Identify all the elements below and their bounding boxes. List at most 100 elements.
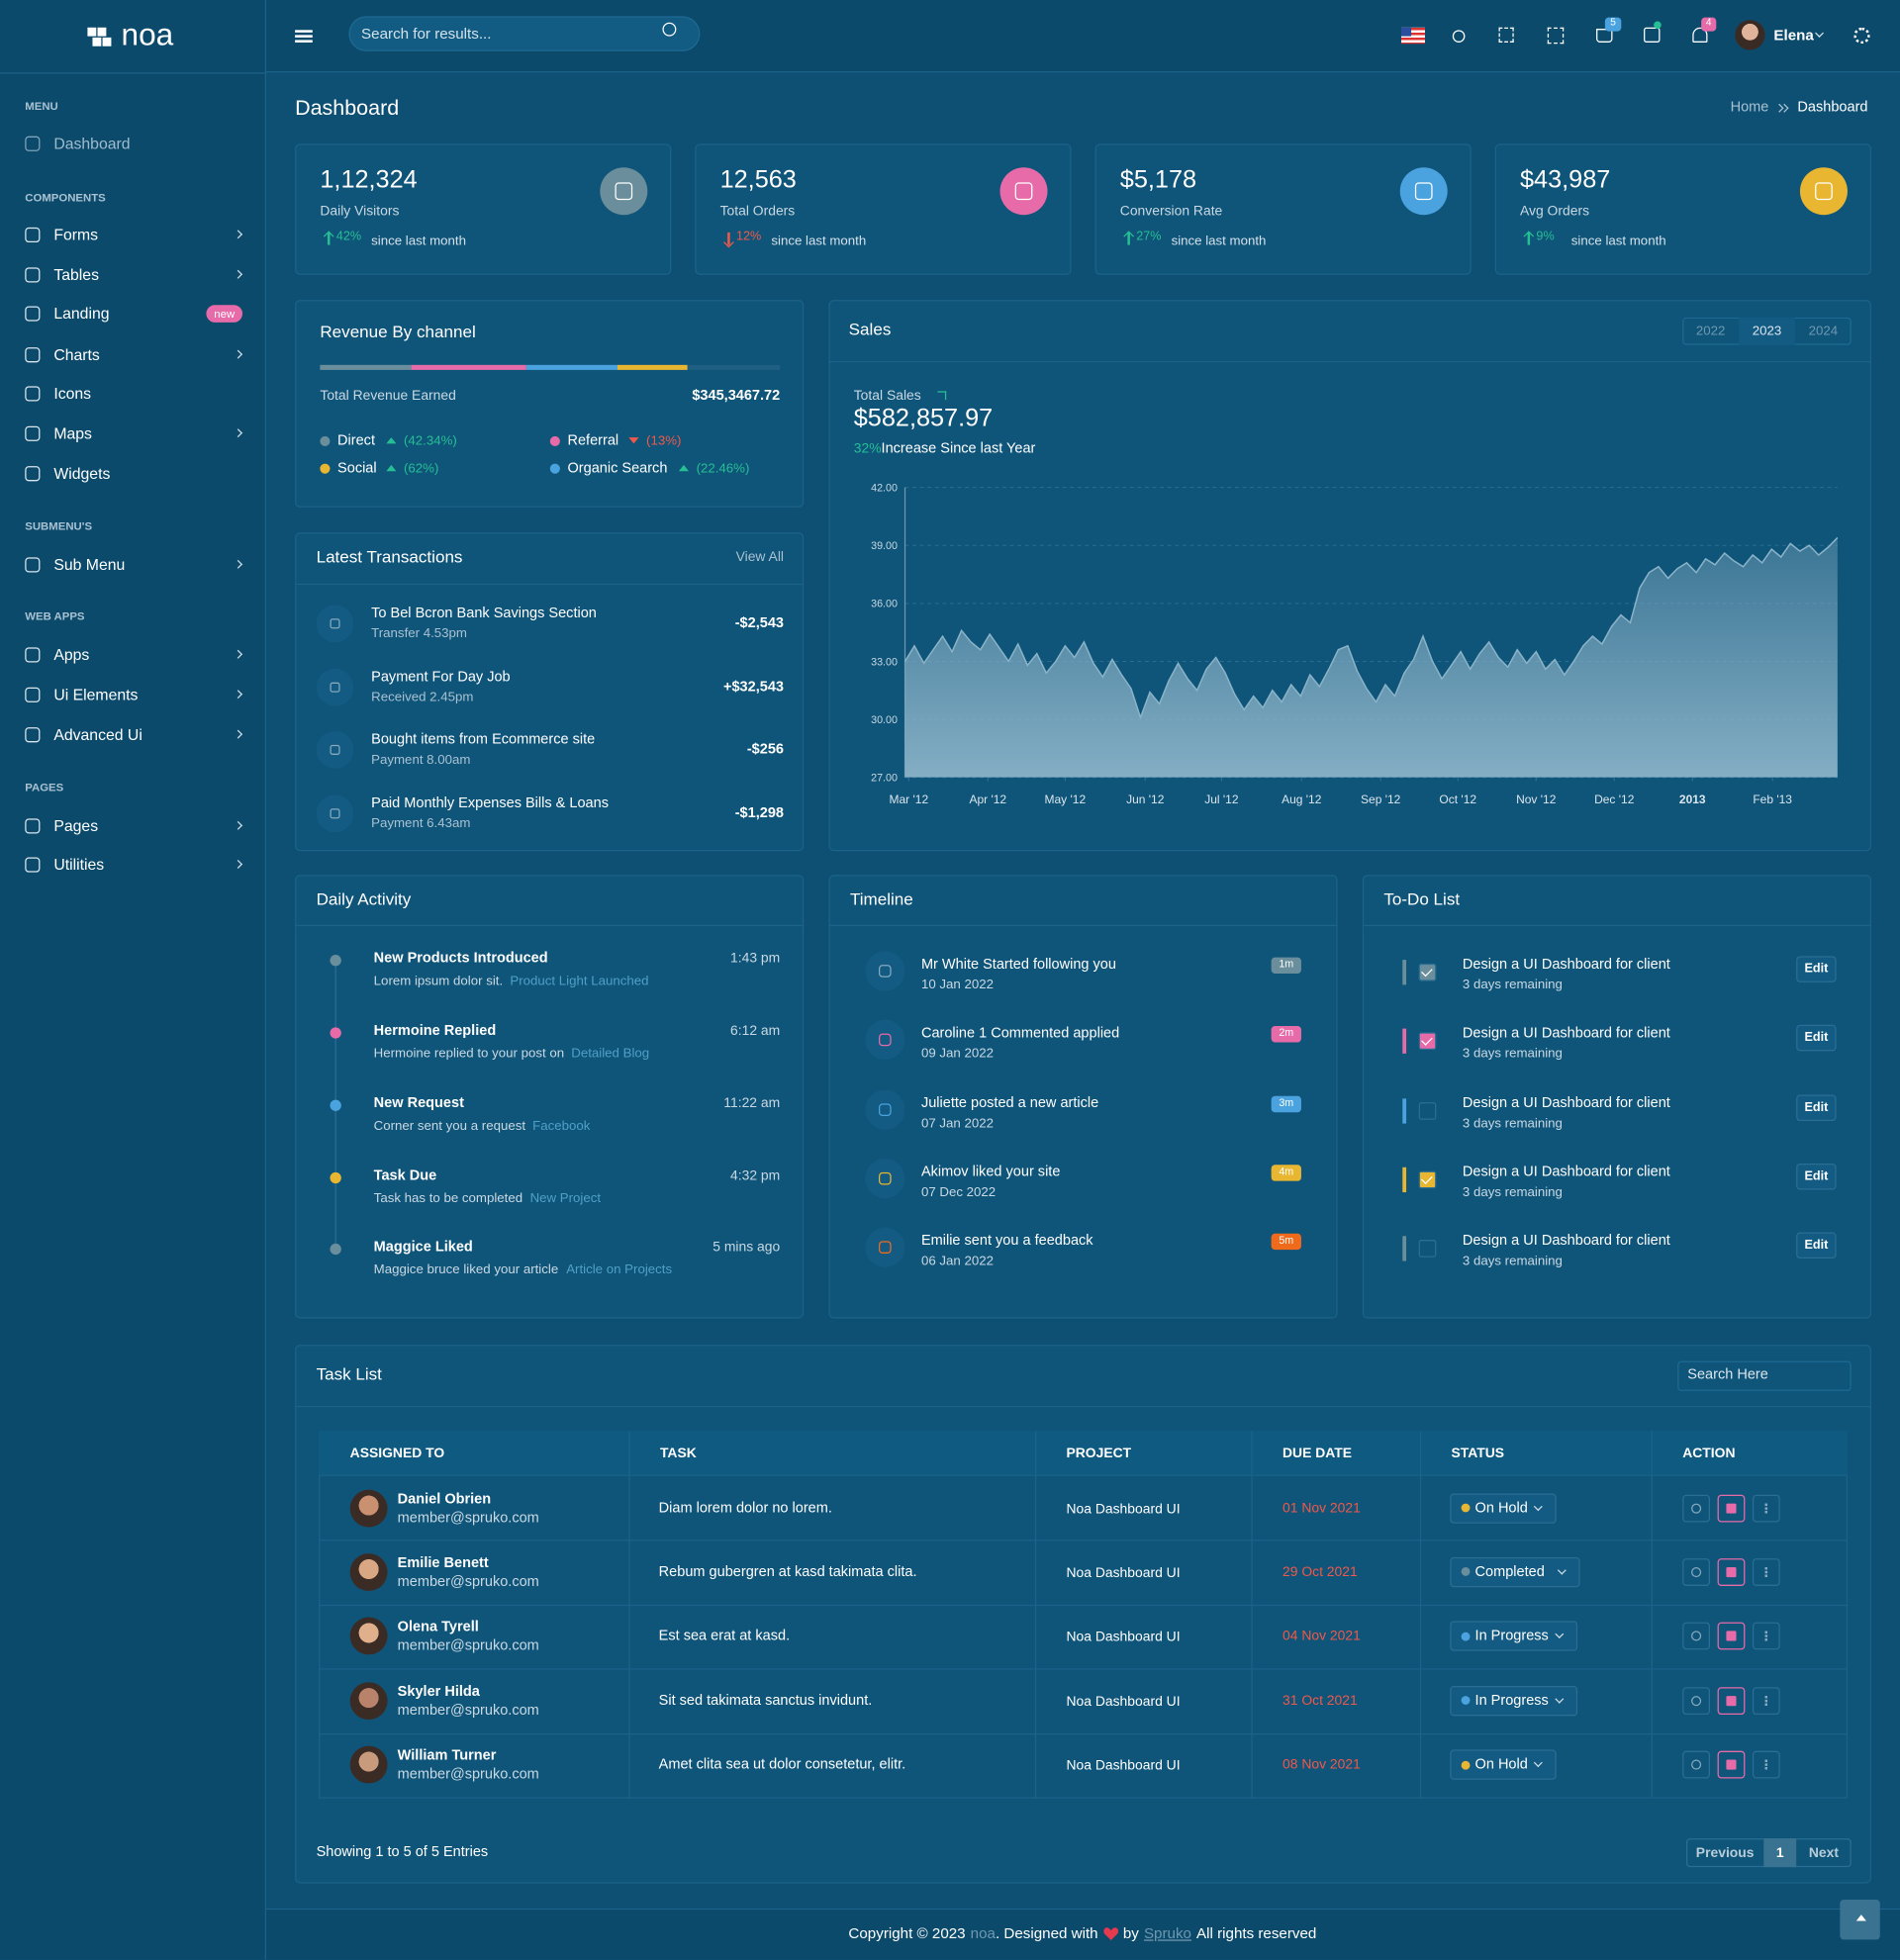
action-button[interactable]	[1682, 1686, 1711, 1715]
stat-value: 1,12,324	[320, 166, 418, 194]
task-search[interactable]	[1677, 1360, 1852, 1391]
todo-title: Design a UI Dashboard for client	[1462, 1095, 1670, 1111]
column-header: DUE DATE	[1282, 1446, 1353, 1461]
menu-toggle[interactable]	[295, 40, 313, 43]
nav-icon	[25, 857, 41, 873]
apps-icon[interactable]	[1498, 27, 1514, 43]
nav-badge-text: new	[214, 307, 236, 321]
transaction-sub: Received 2.45pm	[371, 690, 474, 705]
action-button[interactable]	[1752, 1686, 1780, 1715]
status-text[interactable]: On Hold	[1474, 1757, 1528, 1773]
page-prev[interactable]: Previous	[1695, 1845, 1755, 1861]
nav-item[interactable]: Tables	[53, 266, 99, 284]
nav-item[interactable]: Widgets	[53, 464, 111, 483]
nav-icon	[25, 425, 41, 441]
activity-link[interactable]: Product Light Launched	[510, 974, 649, 989]
card	[295, 300, 805, 508]
action-button[interactable]	[1752, 1558, 1780, 1586]
edit-button-text[interactable]: Edit	[1804, 1168, 1829, 1183]
page-number[interactable]: 1	[1775, 1845, 1784, 1861]
nav-item[interactable]: Charts	[53, 345, 100, 364]
author-link[interactable]: Spruko	[1143, 1924, 1191, 1942]
search-box[interactable]	[348, 16, 701, 51]
nav-item[interactable]: Utilities	[53, 856, 105, 874]
nav-item[interactable]: Maps	[53, 424, 92, 443]
edit-button[interactable]	[1796, 1024, 1837, 1052]
timeline-glyph	[879, 1103, 892, 1117]
edit-button-text[interactable]: Edit	[1804, 1030, 1829, 1045]
user-avatar[interactable]	[1735, 20, 1765, 50]
fullscreen-icon[interactable]	[1547, 27, 1565, 45]
menu-toggle[interactable]	[295, 35, 313, 38]
breadcrumb-link[interactable]: Home	[1730, 100, 1769, 116]
action-button[interactable]	[1682, 1622, 1711, 1650]
nav-item[interactable]: Ui Elements	[53, 686, 139, 704]
status-text[interactable]: Completed	[1474, 1564, 1545, 1580]
action-button[interactable]	[1717, 1622, 1746, 1650]
edit-button-text[interactable]: Edit	[1804, 962, 1829, 976]
user-name[interactable]: Elena	[1773, 26, 1814, 45]
timeline-title: Caroline 1 Commented applied	[920, 1026, 1120, 1042]
action-button[interactable]	[1682, 1494, 1711, 1522]
activity-link[interactable]: Facebook	[532, 1118, 591, 1134]
logo-mark	[92, 37, 102, 47]
status-text[interactable]: In Progress	[1474, 1629, 1549, 1644]
action-button[interactable]	[1682, 1558, 1711, 1586]
action-button[interactable]	[1752, 1750, 1780, 1779]
todo-checkbox[interactable]	[1418, 1102, 1437, 1120]
action-button[interactable]	[1752, 1622, 1780, 1650]
status-dropdown[interactable]	[1450, 1685, 1578, 1716]
nav-item[interactable]: Pages	[53, 817, 99, 835]
year-button[interactable]: 2024	[1808, 324, 1839, 339]
action-button[interactable]	[1717, 1750, 1746, 1779]
activity-link[interactable]: Detailed Blog	[571, 1046, 650, 1062]
edit-button-text[interactable]: Edit	[1804, 1238, 1829, 1253]
todo-checkbox[interactable]	[1418, 1170, 1437, 1189]
activity-text: Corner sent you a request	[373, 1118, 526, 1134]
action-button[interactable]	[1717, 1494, 1746, 1522]
todo-checkbox[interactable]	[1418, 963, 1437, 981]
nav-item[interactable]: Landing	[53, 305, 110, 323]
year-button[interactable]: 2023	[1752, 324, 1782, 339]
edit-button-text[interactable]: Edit	[1804, 1100, 1829, 1115]
nav-item[interactable]: Apps	[53, 646, 90, 664]
activity-link[interactable]: Article on Projects	[566, 1261, 673, 1277]
todo-checkbox[interactable]	[1418, 1240, 1437, 1258]
activity-link[interactable]: New Project	[529, 1190, 602, 1206]
nav-item[interactable]: Sub Menu	[53, 556, 126, 574]
theme-icon[interactable]	[1452, 30, 1466, 43]
nav-item[interactable]: Advanced Ui	[53, 725, 142, 744]
bell-icon[interactable]	[1692, 27, 1708, 43]
status-dropdown[interactable]	[1450, 1556, 1580, 1588]
edit-button[interactable]	[1796, 1094, 1837, 1122]
action-button[interactable]	[1752, 1494, 1780, 1522]
scroll-top-arrow	[1855, 1914, 1866, 1921]
nav-item[interactable]: Icons	[53, 385, 92, 403]
nav-item[interactable]: Dashboard	[53, 135, 131, 153]
stat-value: $5,178	[1119, 166, 1197, 194]
action-button[interactable]	[1682, 1750, 1711, 1779]
status-dropdown[interactable]	[1450, 1621, 1578, 1652]
menu-toggle[interactable]	[295, 30, 313, 33]
cart-icon[interactable]	[1596, 29, 1613, 43]
todo-checkbox[interactable]	[1418, 1032, 1437, 1051]
action-button[interactable]	[1717, 1686, 1746, 1715]
page-next[interactable]: Next	[1808, 1845, 1840, 1861]
timeline-badge	[1271, 957, 1301, 975]
edit-button[interactable]	[1796, 1232, 1837, 1260]
nav-icon	[25, 227, 41, 243]
todo-remaining: 3 days remaining	[1462, 1253, 1563, 1269]
nav-badge	[206, 305, 243, 323]
status-text[interactable]: On Hold	[1474, 1500, 1528, 1516]
settings-icon[interactable]	[1853, 27, 1870, 45]
edit-button[interactable]	[1796, 1164, 1837, 1190]
year-button[interactable]: 2022	[1695, 324, 1726, 339]
status-text[interactable]: In Progress	[1474, 1693, 1549, 1709]
edit-button[interactable]	[1796, 956, 1837, 982]
transaction-icon	[316, 794, 354, 833]
chat-icon[interactable]	[1644, 27, 1661, 43]
nav-item[interactable]: Forms	[53, 226, 99, 244]
view-all-link[interactable]: View All	[735, 549, 785, 565]
divider	[295, 924, 805, 927]
action-button[interactable]	[1717, 1558, 1746, 1586]
